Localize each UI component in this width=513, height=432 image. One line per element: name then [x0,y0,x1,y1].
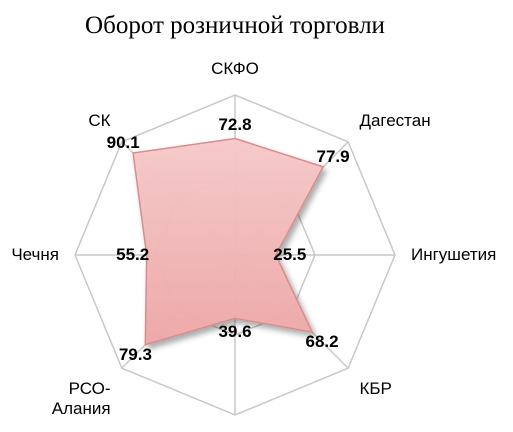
value-label: 79.3 [118,344,152,364]
category-label: Дагестан [359,110,431,130]
value-label: 39.6 [218,322,252,342]
category-label: РСО-Алания [51,379,111,419]
value-label: 55.2 [116,245,150,264]
chart-title: Оборот розничной торговли [85,12,385,39]
radar-area [132,137,325,346]
category-label: КБР [359,379,392,399]
value-label: 68.2 [305,332,339,352]
value-label: 72.8 [218,114,252,134]
value-label: 77.9 [316,146,350,166]
value-label: 90.1 [106,133,140,153]
value-label: 25.5 [273,245,307,264]
category-label: Чечня [11,245,59,264]
category-label: Ингушетия [411,245,497,264]
category-label: СКФО [211,59,259,78]
category-label: СК [88,110,111,130]
